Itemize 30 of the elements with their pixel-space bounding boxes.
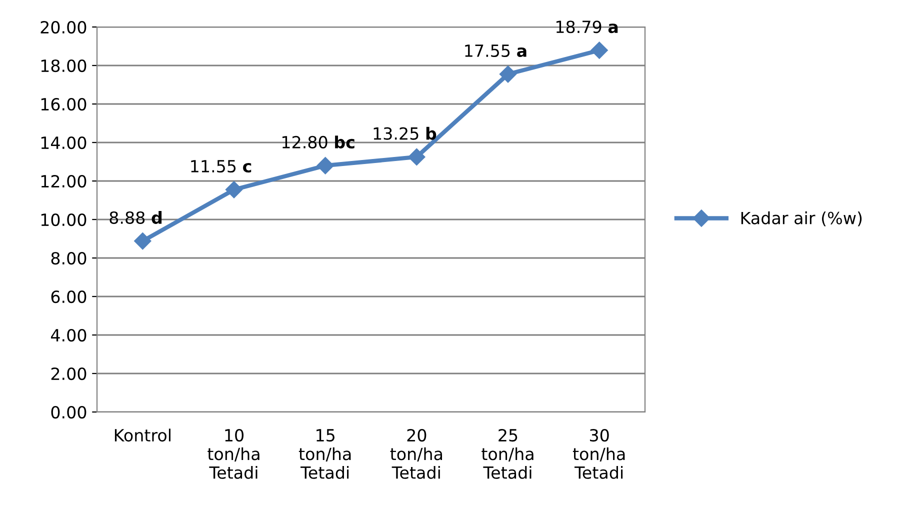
data-label: 13.25 b: [374, 126, 436, 140]
point: [590, 42, 608, 59]
x-tick-label: 25 ton/ha Tetadi: [482, 428, 534, 479]
y-tick-label: 10.00: [41, 213, 86, 226]
x-tick-label: 20 ton/ha Tetadi: [390, 428, 442, 479]
point: [316, 157, 334, 174]
y-tick-label: 2.00: [51, 367, 86, 380]
y-tick-label: 16.00: [41, 98, 86, 111]
y-tick-label: 4.00: [50, 328, 86, 342]
data-label: 17.55 a: [465, 44, 526, 58]
y-tick-label: 0.00: [51, 406, 86, 419]
data-label: 18.79 a: [556, 20, 618, 34]
y-tick-label: 18.00: [41, 59, 86, 72]
point: [408, 148, 426, 166]
y-tick-label: 20.00: [40, 20, 86, 34]
x-tick-label: 10 ton/ha Tetadi: [208, 428, 260, 479]
legend-label: Kadar air (%w): [741, 211, 862, 226]
point: [225, 181, 243, 198]
y-tick-label: 8.00: [51, 252, 86, 265]
point: [499, 66, 517, 83]
x-tick-label: 15 ton/ha Tetadi: [298, 429, 351, 479]
data-label: 12.80 bc: [282, 136, 354, 148]
data-label: 8.88 d: [110, 211, 162, 224]
point: [134, 232, 152, 250]
y-tick-label: 6.00: [51, 290, 86, 304]
data-label: 11.55 c: [191, 160, 252, 173]
x-tick-label: 30 ton/ha Tetadi: [572, 428, 625, 479]
x-tick-label: Kontrol: [114, 428, 170, 442]
y-tick-label: 12.00: [41, 174, 86, 188]
y-tick-label: 14.00: [41, 136, 86, 150]
